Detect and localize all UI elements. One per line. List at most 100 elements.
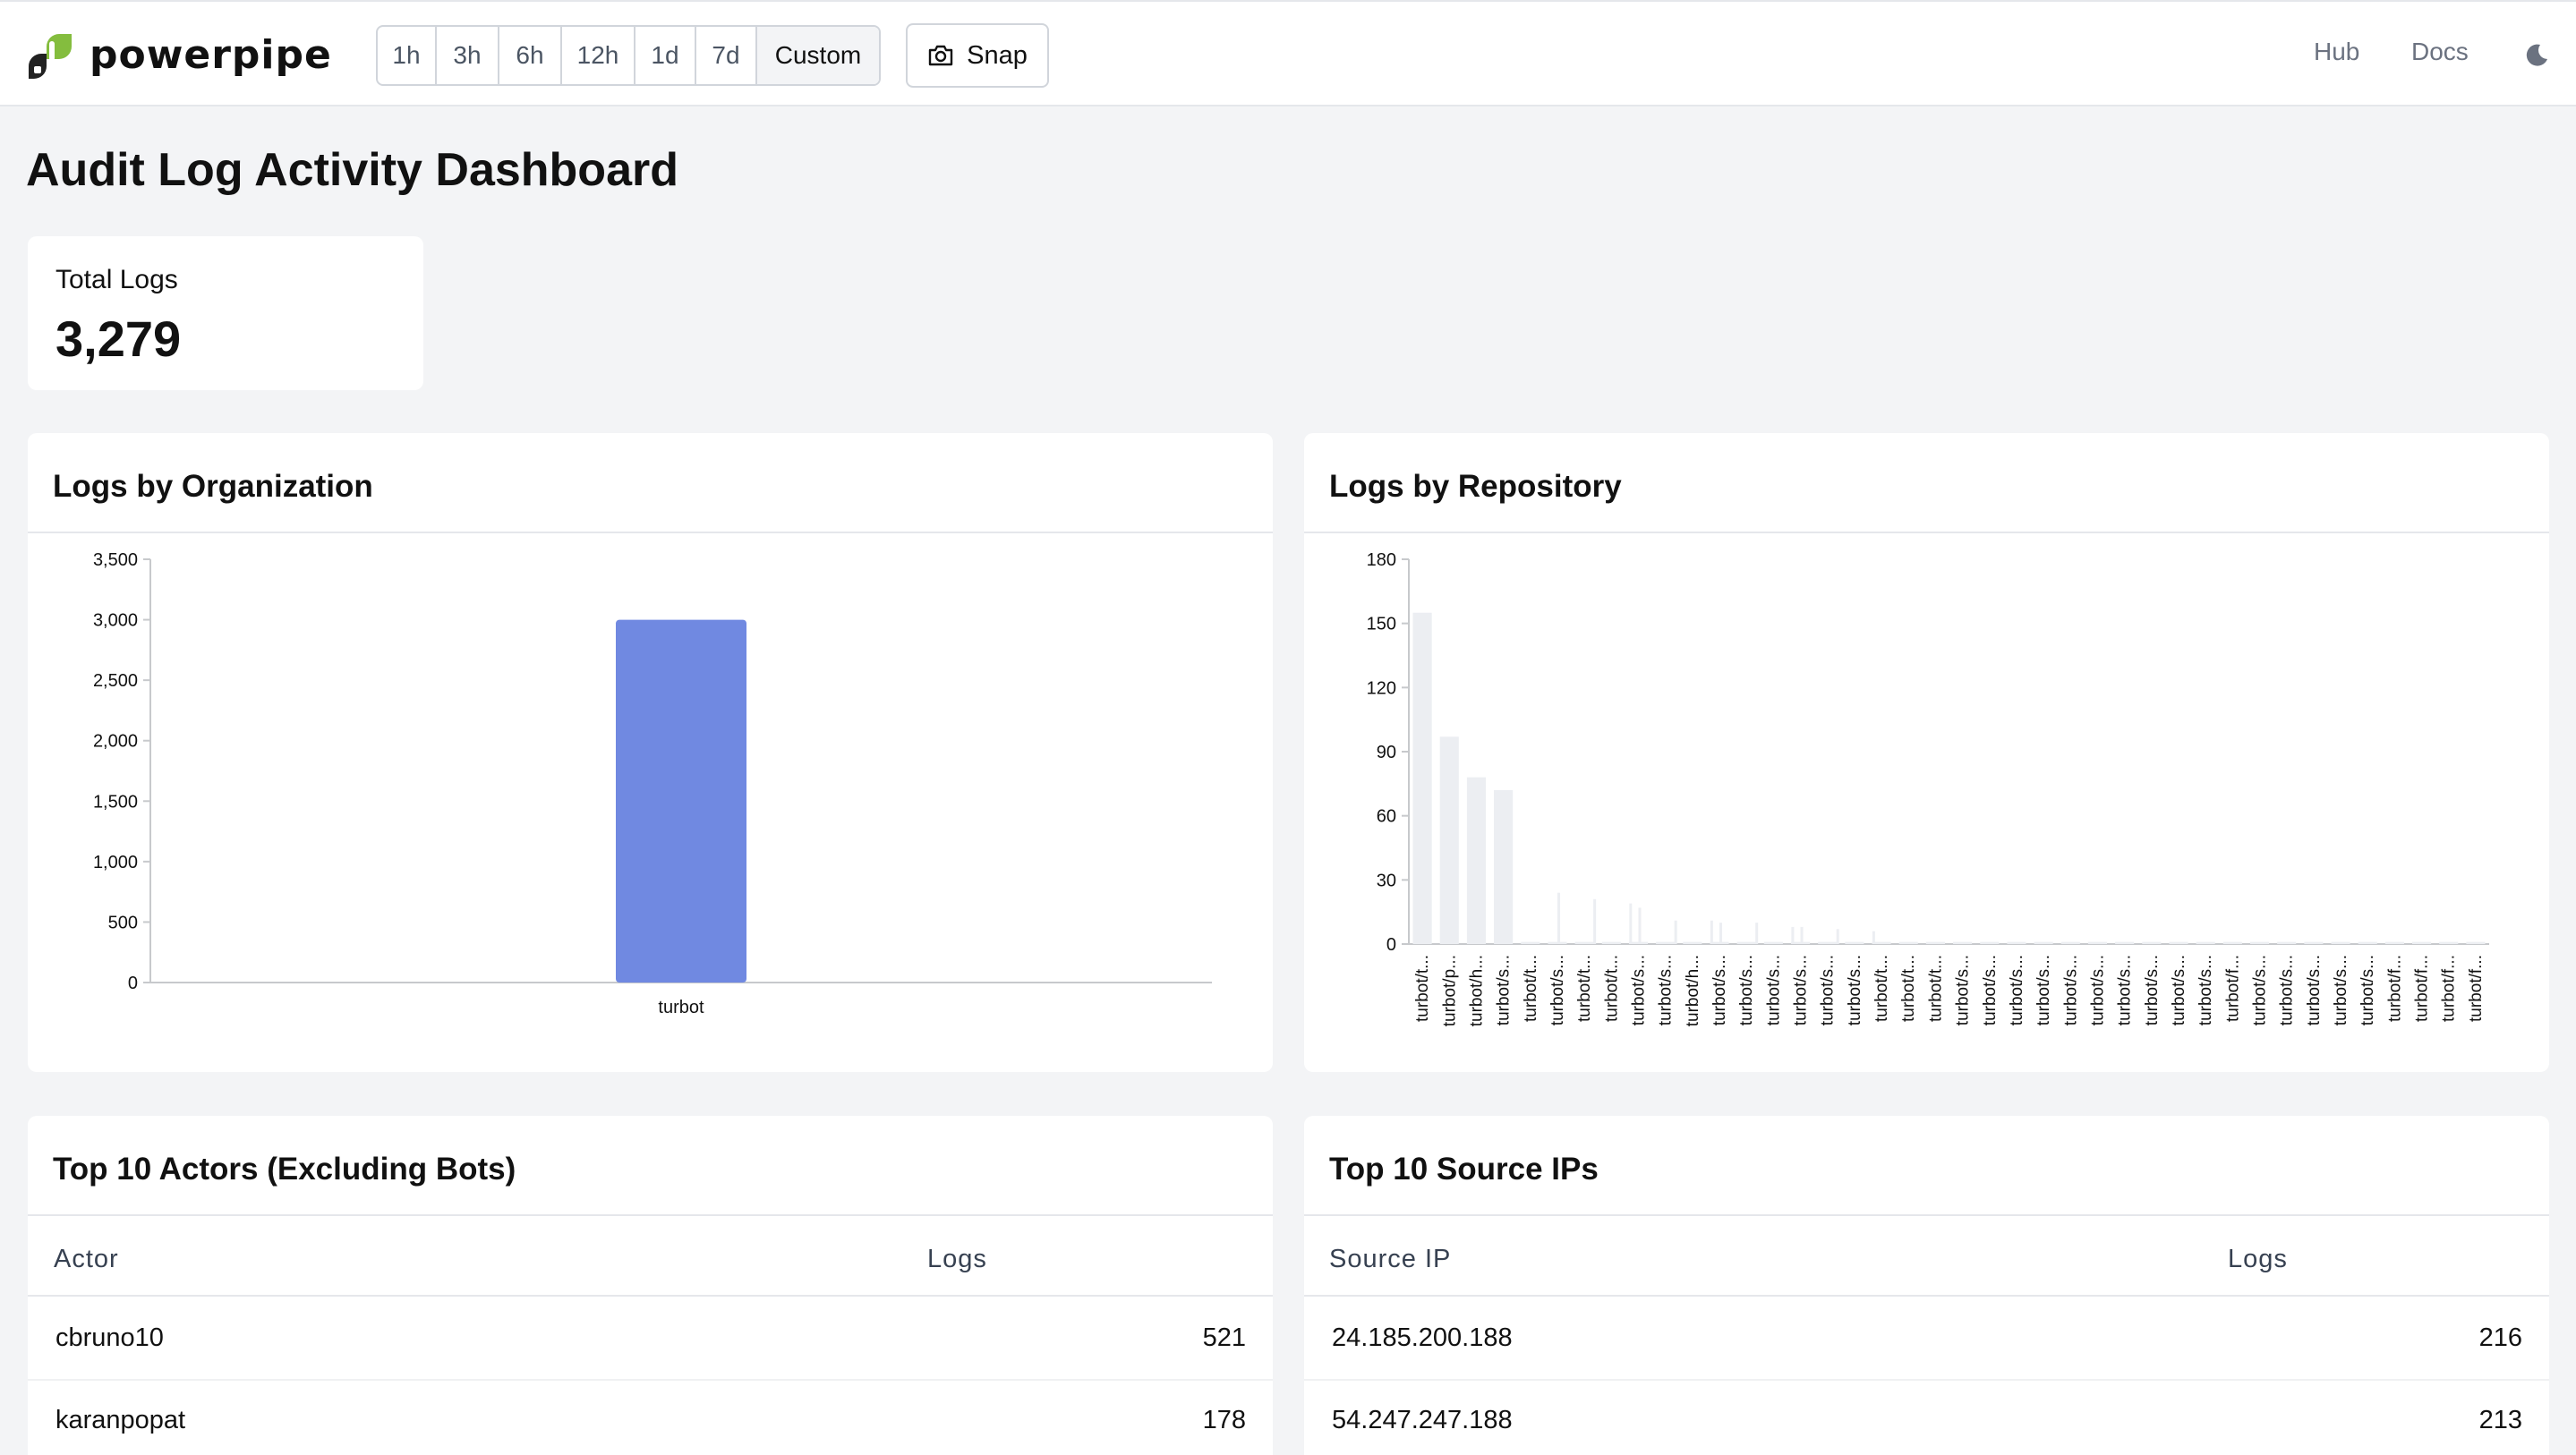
bar-37 [2412, 941, 2432, 944]
top-source-ips-panel: Top 10 Source IPs Source IP Logs 24.185.… [1304, 1116, 2549, 1455]
bar-39 [2466, 941, 2486, 944]
table-header: Actor Logs [28, 1218, 1273, 1297]
column-header-logs[interactable]: Logs [2228, 1245, 2288, 1273]
repo-bar-chart: 0 30 60 90 120 150 180 turbot/t... turbot/p... tu… [1367, 550, 2489, 1026]
bar-4 [1521, 941, 1540, 944]
bar-35 [2358, 941, 2377, 944]
y-tick-label: 0 [128, 974, 138, 993]
snap-button[interactable]: Snap [906, 23, 1049, 88]
bar-2 [1466, 777, 1486, 944]
y-tick-label: 90 [1377, 743, 1396, 762]
bar-20 [1953, 941, 1973, 944]
panel-header: Top 10 Actors (Excluding Bots) [28, 1116, 1273, 1216]
bar-10 [1683, 941, 1702, 944]
minor-bar-11 [1872, 931, 1875, 944]
bar-33 [2304, 941, 2324, 944]
x-tick-label: turbot/s... [1981, 955, 2000, 1025]
bar-5 [1548, 941, 1567, 944]
x-tick-label: turbot/s... [1792, 955, 1811, 1025]
docs-link[interactable]: Docs [2411, 38, 2469, 65]
camera-icon [928, 45, 953, 66]
y-tick-label: 30 [1377, 871, 1396, 890]
x-tick-label: turbot/s... [1819, 955, 1838, 1025]
logs-by-repository-panel: Logs by Repository 0 30 60 90 120 150 180 turbo… [1304, 433, 2549, 1072]
top-bar: powerpipe 1h 3h 6h 12h 1d 7d Custom Snap… [0, 0, 2576, 106]
x-tick-label: turbot/t... [1522, 955, 1540, 1022]
range-1d-button[interactable]: 1d [635, 27, 696, 84]
bar-6 [1574, 941, 1594, 944]
x-tick-label: turbot/s... [2196, 955, 2215, 1025]
total-logs-card: Total Logs 3,279 [28, 236, 423, 390]
y-tick-label: 120 [1367, 678, 1396, 698]
top-actors-panel: Top 10 Actors (Excluding Bots) Actor Log… [28, 1116, 1273, 1455]
bar-21 [1980, 941, 2000, 944]
x-tick-label: turbot/s... [1764, 955, 1783, 1025]
x-tick-label: turbot/s... [2358, 955, 2377, 1025]
x-tick-label: turbot/s... [2170, 955, 2188, 1025]
minor-bar-3 [1638, 907, 1642, 944]
bar-26 [2115, 941, 2135, 944]
total-logs-value: 3,279 [55, 311, 182, 367]
minor-bar-6 [1719, 923, 1723, 944]
bar-29 [2196, 941, 2215, 944]
range-6h-button[interactable]: 6h [499, 27, 562, 84]
x-tick-label: turbot/s... [1657, 955, 1676, 1025]
range-7d-button[interactable]: 7d [696, 27, 757, 84]
powerpipe-logo-icon [29, 34, 72, 79]
range-1h-button[interactable]: 1h [378, 27, 437, 84]
range-3h-button[interactable]: 3h [437, 27, 499, 84]
x-tick-label: turbot/s... [2305, 955, 2324, 1025]
panel-title: Logs by Repository [1329, 469, 1622, 504]
actor-name: cbruno10 [55, 1323, 164, 1352]
panel-header: Logs by Repository [1304, 433, 2549, 533]
x-tick-label: turbot/s... [2278, 955, 2297, 1025]
moon-icon [2526, 44, 2547, 66]
column-header-logs[interactable]: Logs [927, 1245, 987, 1273]
bar-17 [1872, 941, 1891, 944]
bar-23 [2034, 941, 2053, 944]
x-tick-label: turbot/s... [2088, 955, 2107, 1025]
range-custom-button[interactable]: Custom [757, 27, 879, 84]
bar-12 [1736, 941, 1756, 944]
y-tick-label: 500 [108, 913, 138, 932]
bar-28 [2169, 941, 2188, 944]
y-tick-label: 1,000 [93, 853, 138, 872]
y-tick-label: 150 [1367, 615, 1396, 634]
table-row: karanpopat 178 [28, 1381, 1273, 1455]
column-header-source-ip[interactable]: Source IP [1329, 1245, 1452, 1273]
brand-logo[interactable]: powerpipe [25, 30, 332, 81]
y-tick-label: 180 [1367, 550, 1396, 570]
table-row: cbruno10 521 [28, 1298, 1273, 1381]
x-tick-label: turbot [658, 998, 704, 1017]
y-tick-label: 3,500 [93, 550, 138, 570]
panel-title: Top 10 Source IPs [1329, 1152, 1599, 1187]
x-tick-label: turbot/t... [1575, 955, 1594, 1022]
panel-title: Top 10 Actors (Excluding Bots) [53, 1152, 516, 1187]
x-tick-label: turbot/s... [1737, 955, 1756, 1025]
bar-1 [1439, 736, 1459, 944]
x-tick-label: turbot/f... [2223, 955, 2242, 1022]
hub-link[interactable]: Hub [2314, 38, 2360, 65]
x-tick-label: turbot/t... [1872, 955, 1891, 1022]
x-tick-label: turbot/s... [2332, 955, 2350, 1025]
range-12h-button[interactable]: 12h [562, 27, 635, 84]
bar-7 [1601, 941, 1621, 944]
bar-13 [1763, 941, 1783, 944]
column-header-actor[interactable]: Actor [54, 1245, 119, 1273]
page-title: Audit Log Activity Dashboard [26, 144, 678, 196]
bar-36 [2384, 941, 2404, 944]
x-tick-label: turbot/h... [1684, 955, 1702, 1026]
bar-22 [2007, 941, 2026, 944]
minor-bar-0 [1557, 892, 1560, 944]
x-tick-label: turbot/s... [1548, 955, 1567, 1025]
y-tick-label: 0 [1386, 935, 1396, 955]
x-tick-label: turbot/f... [2467, 955, 2486, 1022]
theme-toggle-button[interactable] [2522, 41, 2549, 72]
org-bar-chart: 0 500 1,000 1,500 2,000 2,500 3,000 3,500 turbot [93, 550, 1212, 1017]
table-row: 24.185.200.188 216 [1304, 1298, 2549, 1381]
bar-19 [1925, 941, 1945, 944]
minor-bar-1 [1593, 898, 1597, 944]
logs-by-organization-panel: Logs by Organization 0 500 1,000 1,500 2,000… [28, 433, 1273, 1072]
bar-24 [2060, 941, 2080, 944]
bar-38 [2439, 941, 2459, 944]
